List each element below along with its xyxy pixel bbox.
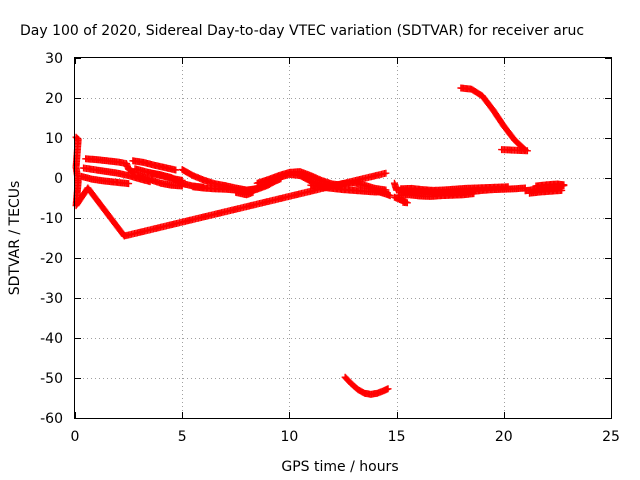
y-tick-label: -30 bbox=[40, 291, 63, 307]
y-tick-label: 30 bbox=[45, 51, 63, 67]
data-point bbox=[504, 183, 512, 191]
data-point bbox=[470, 190, 478, 198]
x-tick-label: 0 bbox=[71, 429, 80, 445]
data-point bbox=[399, 198, 407, 206]
series-arc-h bbox=[178, 166, 229, 190]
data-point bbox=[172, 166, 180, 174]
series-isolated bbox=[72, 133, 390, 240]
x-tick-label: 10 bbox=[280, 429, 298, 445]
plot-frame bbox=[74, 57, 612, 419]
data-point bbox=[523, 147, 531, 155]
y-tick-label: -20 bbox=[40, 251, 63, 267]
x-tick-label: 5 bbox=[178, 429, 187, 445]
data-point bbox=[382, 169, 390, 177]
x-tick-label: 25 bbox=[602, 429, 620, 445]
data-point bbox=[125, 180, 133, 188]
y-tick-label: -50 bbox=[40, 371, 63, 387]
y-axis-label: SDTVAR / TECUs bbox=[7, 181, 23, 296]
data-point bbox=[384, 385, 392, 393]
x-tick-labels: 0 5 10 15 20 25 bbox=[71, 429, 620, 445]
series-arc-y bbox=[341, 373, 392, 398]
data-point bbox=[558, 186, 566, 194]
series-arc-k bbox=[232, 188, 257, 199]
x-tick-label: 15 bbox=[388, 429, 406, 445]
data-points bbox=[72, 84, 568, 398]
series-arc-u bbox=[526, 186, 566, 197]
axis-ticks bbox=[75, 58, 612, 419]
series-arc-d bbox=[129, 157, 180, 174]
series-arc-r bbox=[397, 183, 512, 194]
series-arc-s bbox=[395, 190, 478, 200]
series-arc-o bbox=[371, 187, 394, 200]
y-tick-label: -40 bbox=[40, 331, 63, 347]
x-axis-label: GPS time / hours bbox=[281, 459, 398, 475]
series-arc-x bbox=[498, 146, 531, 155]
grid-lines bbox=[75, 58, 611, 418]
x-tick-label: 20 bbox=[495, 429, 513, 445]
data-point bbox=[386, 192, 394, 200]
y-tick-labels: 30 20 10 0 -10 -20 -30 -40 -50 -60 bbox=[40, 51, 63, 427]
y-tick-label: 20 bbox=[45, 91, 63, 107]
series-arc-v bbox=[532, 180, 568, 190]
series-arc-w bbox=[457, 84, 529, 154]
y-tick-label: 10 bbox=[45, 131, 63, 147]
chart-title: Day 100 of 2020, Sidereal Day-to-day VTE… bbox=[20, 23, 584, 39]
y-tick-label: 0 bbox=[54, 171, 63, 187]
y-tick-label: -60 bbox=[40, 411, 63, 427]
data-point bbox=[249, 188, 257, 196]
y-tick-label: -10 bbox=[40, 211, 63, 227]
series-arc-c bbox=[77, 172, 133, 188]
data-point bbox=[560, 181, 568, 189]
